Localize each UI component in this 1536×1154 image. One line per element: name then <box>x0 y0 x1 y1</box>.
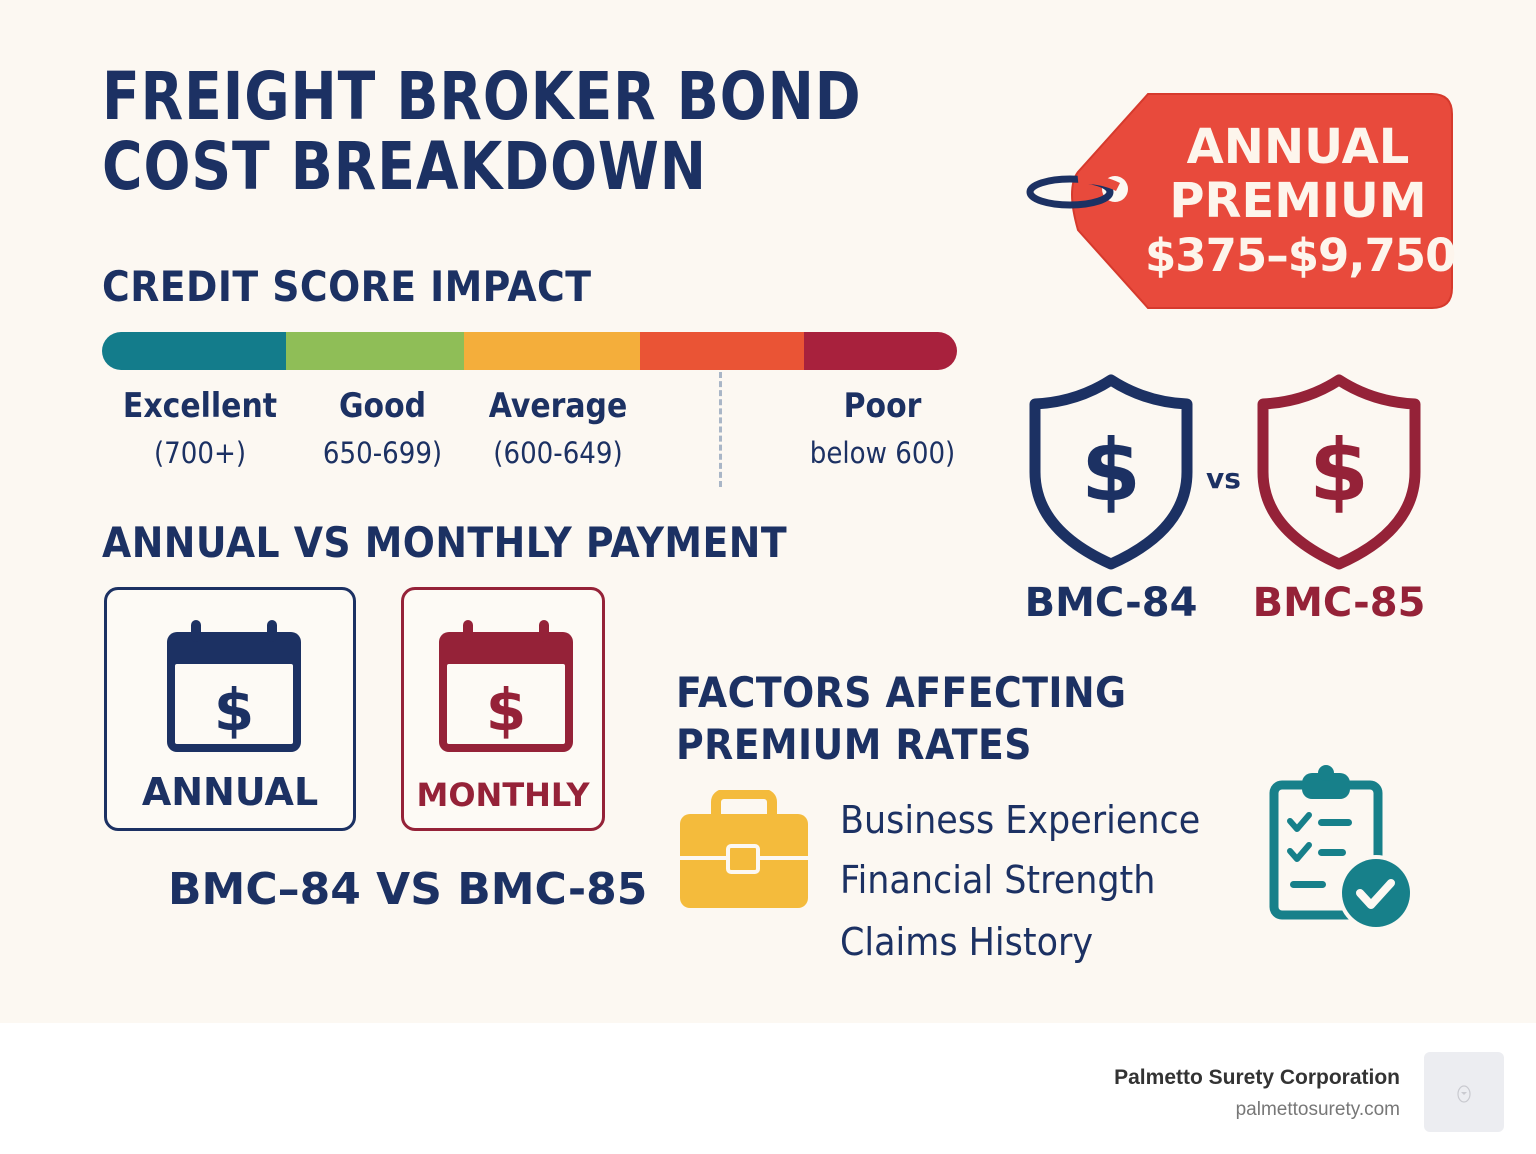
vs-label: vs <box>1206 462 1241 495</box>
factor-item: Claims History <box>840 920 1094 964</box>
factors-heading-line-2: PREMIUM RATES <box>676 720 1032 769</box>
price-tag-icon <box>1026 93 1453 309</box>
credit-score-bar <box>102 332 957 370</box>
logo-mascot-icon <box>1457 1085 1471 1103</box>
price-range: $375–$9,750 <box>1145 229 1456 282</box>
svg-text:$: $ <box>486 676 526 744</box>
tier-range-good: 650-699) <box>322 436 443 470</box>
shield-dollar-icon: $ <box>1257 374 1421 570</box>
payment-option-annual[interactable]: $ ANNUAL <box>104 587 356 831</box>
title-line-2: COST BREAKDOWN <box>102 128 707 205</box>
calendar-dollar-icon: $ <box>439 620 573 752</box>
divider-dashed-line <box>719 372 722 487</box>
bar-segment-poor <box>804 332 957 370</box>
payment-option-monthly[interactable]: $ MONTHLY <box>401 587 605 831</box>
svg-text:$: $ <box>214 676 254 744</box>
bond-name-bmc85: BMC-85 <box>1252 580 1426 626</box>
title-line-1: FREIGHT BROKER BOND <box>102 58 862 135</box>
bmc-comparison-subheading: BMC–84 VS BMC-85 <box>168 864 648 915</box>
price-tag-line-2: PREMIUM <box>1169 173 1427 229</box>
price-tag-line-1: ANNUAL <box>1186 119 1410 175</box>
shield-dollar-icon: $ <box>1029 374 1193 570</box>
payment-heading: ANNUAL VS MONTHLY PAYMENT <box>102 518 788 567</box>
company-url[interactable]: palmettosurety.com <box>1235 1099 1400 1120</box>
price-tag-text: ANNUAL PREMIUM $375–$9,750 <box>1145 119 1456 284</box>
tier-label-excellent: Excellent <box>122 386 278 426</box>
bar-segment-fair <box>640 332 804 370</box>
calendar-dollar-icon: $ <box>167 620 301 752</box>
factor-item: Business Experience <box>840 798 1201 842</box>
tier-range-excellent: (700+) <box>153 436 247 470</box>
credit-score-heading: CREDIT SCORE IMPACT <box>102 262 592 311</box>
tier-label-poor: Poor <box>843 386 922 426</box>
tier-range-average: (600-649) <box>493 436 623 470</box>
payment-option-label: MONTHLY <box>416 776 590 814</box>
bond-name-bmc84: BMC-84 <box>1024 580 1198 626</box>
footer <box>0 1023 1536 1154</box>
company-logo <box>1424 1052 1504 1132</box>
page-title: FREIGHT BROKER BOND COST BREAKDOWN <box>102 62 919 202</box>
payment-option-label: ANNUAL <box>141 770 319 814</box>
bar-segment-excellent <box>102 332 286 370</box>
factors-heading-line-1: FACTORS AFFECTING <box>676 668 1127 717</box>
bar-segment-average <box>464 332 640 370</box>
briefcase-icon <box>680 790 808 908</box>
clipboard-checklist-icon <box>1269 765 1414 931</box>
tier-label-good: Good <box>338 386 427 426</box>
bar-segment-good <box>286 332 464 370</box>
tier-range-poor: below 600) <box>809 436 956 470</box>
tier-label-average: Average <box>488 386 628 426</box>
svg-text:$: $ <box>1081 421 1141 521</box>
svg-text:$: $ <box>1309 421 1369 521</box>
factor-item: Financial Strength <box>840 858 1156 902</box>
company-name: Palmetto Surety Corporation <box>1114 1066 1400 1089</box>
